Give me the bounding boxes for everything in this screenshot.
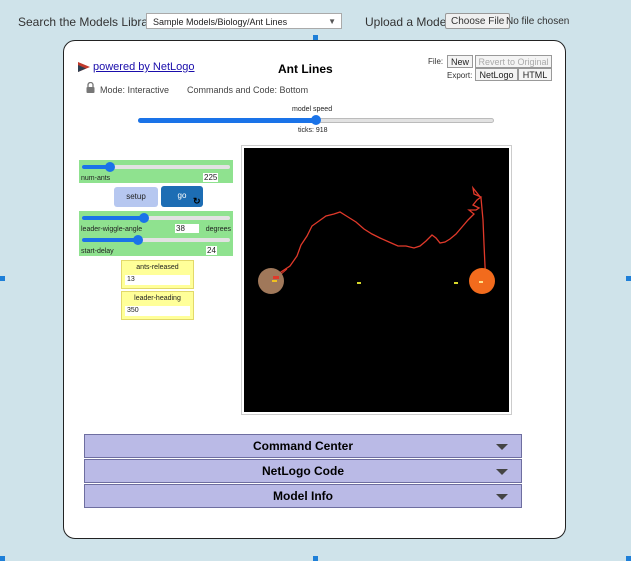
forever-icon: ↻ (193, 196, 201, 206)
ant-marker (273, 276, 279, 279)
slider-thumb[interactable] (139, 213, 150, 223)
command-center-panel[interactable]: Command Center (84, 434, 522, 458)
resize-handle-left[interactable] (0, 276, 5, 281)
resize-handle-bottom-left[interactable] (0, 556, 5, 561)
powered-by-netlogo-link[interactable]: powered by NetLogo (93, 61, 195, 73)
world-view[interactable] (241, 145, 512, 415)
leader-heading-label: leader-heading (134, 295, 181, 302)
nest-circle (258, 268, 284, 294)
models-library-select[interactable]: Sample Models/Biology/Ant Lines ▼ (146, 13, 342, 29)
chevron-down-icon: ▼ (328, 17, 336, 26)
commands-code-position-text: Commands and Code: Bottom (187, 85, 309, 95)
num-ants-label: num-ants (81, 175, 111, 182)
slider-fill (82, 216, 145, 220)
export-label: Export: (447, 71, 473, 80)
model-speed-fill (138, 118, 316, 123)
model-info-panel[interactable]: Model Info (84, 484, 522, 508)
search-models-label: Search the Models Library: (18, 15, 162, 29)
model-speed-label: model speed (292, 106, 333, 113)
ant-marker (272, 280, 277, 282)
ant-marker (357, 282, 361, 284)
chevron-down-icon (496, 469, 508, 475)
chevron-down-icon (496, 494, 508, 500)
resize-handle-bottom[interactable] (313, 556, 318, 561)
world-background (244, 148, 509, 412)
upload-model-label: Upload a Model: (365, 15, 453, 29)
slider-thumb[interactable] (133, 235, 144, 245)
ants-released-value: 13 (125, 275, 190, 285)
num-ants-value[interactable]: 225 (203, 173, 219, 182)
start-delay-label: start-delay (81, 248, 114, 255)
slider-fill (82, 238, 139, 242)
go-button[interactable]: go (161, 186, 203, 207)
model-title: Ant Lines (278, 62, 333, 76)
leader-wiggle-angle-label: leader-wiggle-angle (81, 226, 143, 233)
go-button-label: go (177, 191, 187, 200)
choose-file-button[interactable]: Choose File (445, 13, 511, 29)
models-library-select-value: Sample Models/Biology/Ant Lines (153, 17, 288, 27)
lock-icon (86, 82, 95, 93)
model-speed-thumb[interactable] (311, 115, 321, 125)
slider-track (82, 216, 230, 220)
chevron-down-icon (496, 444, 508, 450)
netlogo-logo-icon (78, 62, 90, 72)
start-delay-value[interactable]: 24 (206, 246, 217, 255)
ticks-counter: ticks: 918 (298, 127, 328, 134)
netlogo-code-panel[interactable]: NetLogo Code (84, 459, 522, 483)
export-html-button[interactable]: HTML (518, 68, 552, 81)
setup-button[interactable]: setup (114, 187, 158, 207)
mode-text: Mode: Interactive (100, 85, 170, 95)
ant-trail (275, 185, 487, 283)
slider-fill (82, 165, 111, 169)
revert-to-original-button[interactable]: Revert to Original (475, 55, 552, 68)
new-button[interactable]: New (447, 55, 473, 68)
models-toolbar: Search the Models Library: Sample Models… (0, 8, 631, 34)
slider-track (82, 165, 230, 169)
slider-track (82, 238, 230, 242)
num-ants-slider[interactable]: num-ants 225 (79, 160, 233, 183)
resize-handle-bottom-right[interactable] (626, 556, 631, 561)
leader-wiggle-angle-unit: degrees (205, 226, 231, 233)
file-label: File: (428, 57, 444, 66)
no-file-chosen-text: No file chosen (506, 16, 570, 27)
resize-handle-right[interactable] (626, 276, 631, 281)
leader-wiggle-angle-value[interactable]: 38 (175, 224, 199, 233)
model-info-title: Model Info (273, 489, 333, 503)
ant-marker (454, 282, 458, 284)
ants-released-monitor: ants-released 13 (121, 260, 194, 289)
command-center-title: Command Center (252, 439, 353, 453)
export-netlogo-button[interactable]: NetLogo (475, 68, 518, 81)
leader-heading-monitor: leader-heading 350 (121, 291, 194, 320)
leader-wiggle-angle-slider[interactable]: leader-wiggle-angle 38 degrees (79, 211, 233, 234)
start-delay-slider[interactable]: start-delay 24 (79, 233, 233, 256)
netlogo-code-title: NetLogo Code (262, 464, 344, 478)
leader-heading-value: 350 (125, 306, 190, 316)
resize-handle-top[interactable] (313, 35, 318, 40)
slider-thumb[interactable] (105, 162, 116, 172)
world-canvas[interactable] (244, 148, 509, 412)
ant-marker (479, 281, 483, 283)
ants-released-label: ants-released (136, 264, 179, 271)
